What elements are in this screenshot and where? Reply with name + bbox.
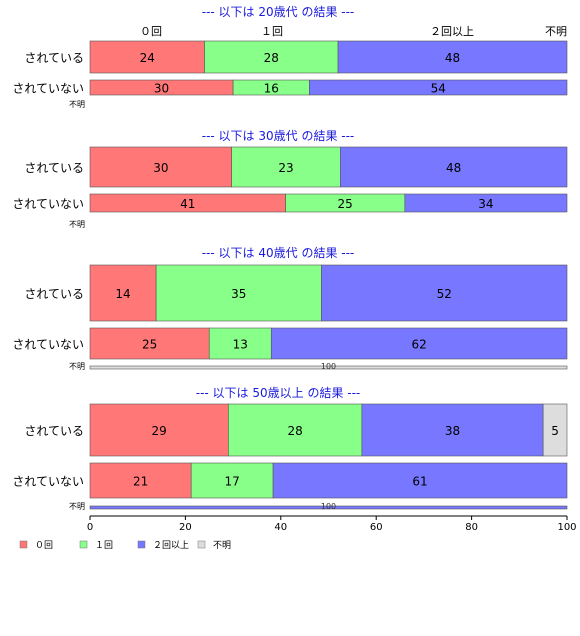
bar-value-label: 17 (224, 475, 239, 489)
bar-value-label: 48 (445, 51, 460, 65)
legend: ０回 １回 ２回以上 不明 (19, 540, 231, 551)
bar-value-label: 13 (233, 338, 248, 352)
bar-value-label: 38 (445, 424, 460, 438)
top-category-label: 不明 (545, 25, 567, 38)
bar-value-label: 25 (338, 197, 353, 211)
row-label: されていない (12, 82, 84, 96)
group-title: --- 以下は 50歳以上 の結果 --- (196, 386, 361, 400)
bar-segment (89, 403, 229, 457)
bar-segment (89, 365, 568, 370)
bar-segment (337, 40, 568, 74)
bar-value-label: 35 (231, 287, 246, 301)
row-label: 不明 (69, 220, 85, 229)
bar-value-label: 14 (115, 287, 130, 301)
bar-segment (272, 462, 568, 499)
bar-segment (542, 403, 568, 457)
row-label: 不明 (69, 362, 85, 371)
row-label: されている (24, 51, 84, 65)
x-axis: 0 20 40 60 80 100 (87, 515, 577, 533)
bar-segment (231, 146, 341, 188)
bar-segment (270, 327, 568, 360)
legend-label: 不明 (213, 540, 231, 551)
bar-value-label: 34 (478, 197, 493, 211)
row-label: されている (24, 424, 84, 438)
row-label: されていない (12, 197, 84, 211)
group-4: --- 以下は 50歳以上 の結果 --- されている 29 28 38 5 されていない 2… (12, 386, 568, 511)
top-category-label: １回 (261, 25, 283, 38)
bar-value-label: 16 (264, 82, 279, 96)
bar-value-label: 48 (446, 161, 461, 175)
row-label: 不明 (69, 502, 85, 511)
bar-segment (361, 403, 544, 457)
legend-swatch (137, 540, 146, 549)
bar-segment (155, 264, 322, 322)
x-tick-label: 100 (557, 522, 576, 533)
legend-swatch (19, 540, 28, 549)
group-2: --- 以下は 30歳代 の結果 --- されている 30 23 48 されていない 41 2… (12, 129, 568, 229)
x-tick-label: 20 (179, 522, 192, 533)
x-tick-label: 40 (274, 522, 287, 533)
top-category-label: ２回以上 (430, 25, 474, 38)
bar-value-label: 62 (411, 338, 426, 352)
row-label: されている (24, 161, 84, 175)
bar-value-label: 100 (321, 502, 336, 511)
top-category-labels: ０回 １回 ２回以上 不明 (140, 25, 567, 38)
bar-value-label: 41 (180, 197, 195, 211)
bar-value-label: 30 (153, 161, 168, 175)
bar-value-label: 28 (287, 424, 302, 438)
bar-segment (321, 264, 568, 322)
row-label: 不明 (69, 100, 85, 109)
x-tick-label: 80 (465, 522, 478, 533)
bar-segment (228, 403, 363, 457)
bar-value-label: 5 (551, 424, 559, 438)
bar-value-label: 25 (142, 338, 157, 352)
bar-value-label: 61 (412, 475, 427, 489)
x-tick-label: 60 (370, 522, 383, 533)
chart-groups: --- 以下は 20歳代 の結果 --- されている 24 28 48 されていない 30 1… (12, 5, 568, 511)
bar-value-label: 24 (140, 51, 155, 65)
bar-segment (404, 193, 568, 213)
group-title: --- 以下は 20歳代 の結果 --- (202, 5, 355, 19)
row-label: されている (24, 287, 84, 301)
bar-segment (89, 505, 568, 510)
bar-value-label: 30 (154, 82, 169, 96)
bar-segment (89, 462, 192, 499)
bar-value-label: 23 (278, 161, 293, 175)
bar-value-label: 52 (437, 287, 452, 301)
bar-segment (309, 79, 568, 96)
bar-segment (89, 146, 232, 188)
group-title: --- 以下は 40歳代 の結果 --- (202, 246, 355, 260)
bar-segment (204, 40, 339, 74)
legend-swatch (79, 540, 88, 549)
group-title: --- 以下は 30歳代 の結果 --- (202, 129, 355, 143)
bar-segment (340, 146, 568, 188)
bar-segment (89, 264, 157, 322)
bar-value-label: 28 (264, 51, 279, 65)
legend-swatch (197, 540, 206, 549)
top-category-label: ０回 (140, 25, 162, 38)
bar-segment (89, 40, 205, 74)
row-label: されていない (12, 338, 84, 352)
group-3: --- 以下は 40歳代 の結果 --- されている 14 35 52 されていない 25 1… (12, 246, 568, 371)
legend-label: １回 (95, 540, 113, 551)
bar-value-label: 100 (321, 362, 336, 371)
bar-value-label: 54 (431, 82, 446, 96)
bar-value-label: 21 (133, 475, 148, 489)
x-tick-label: 0 (87, 522, 93, 533)
legend-label: ０回 (35, 540, 53, 551)
bar-segment (190, 462, 274, 499)
bar-segment (89, 327, 210, 360)
legend-label: ２回以上 (153, 540, 189, 551)
row-label: されていない (12, 475, 84, 489)
group-1: --- 以下は 20歳代 の結果 --- されている 24 28 48 されていない 30 1… (12, 5, 568, 109)
bar-value-label: 29 (152, 424, 167, 438)
